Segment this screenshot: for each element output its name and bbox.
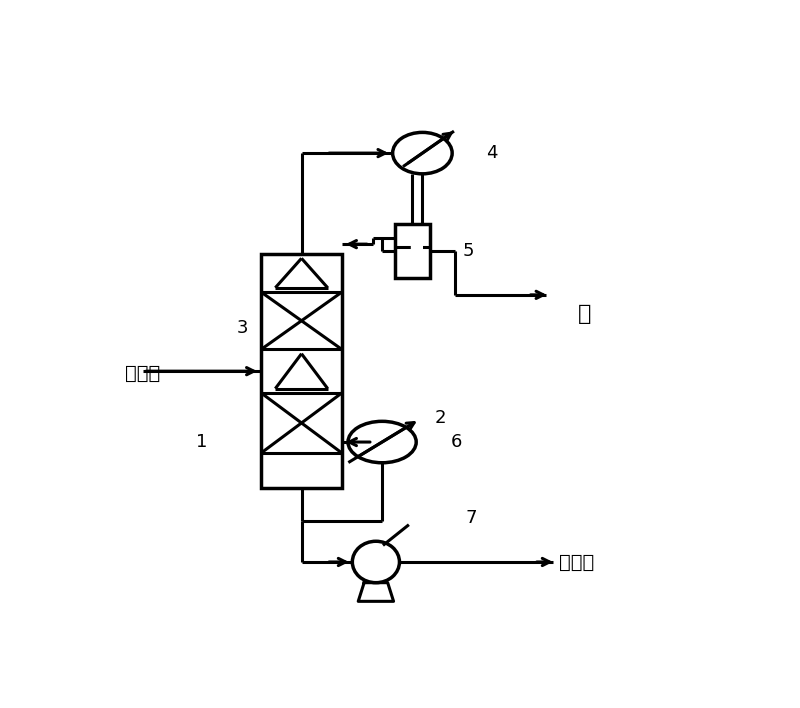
Text: 2: 2: [435, 409, 446, 426]
Text: 7: 7: [466, 509, 478, 527]
Text: 反应液: 反应液: [558, 552, 594, 571]
Text: 6: 6: [450, 433, 462, 451]
Text: 4: 4: [486, 144, 497, 162]
Text: 3: 3: [237, 319, 248, 336]
Text: 5: 5: [462, 242, 474, 261]
Text: 水: 水: [578, 304, 590, 324]
Text: 环己酮: 环己酮: [125, 365, 160, 384]
Bar: [394, 224, 430, 278]
Text: 1: 1: [196, 433, 207, 451]
Bar: [262, 254, 342, 489]
